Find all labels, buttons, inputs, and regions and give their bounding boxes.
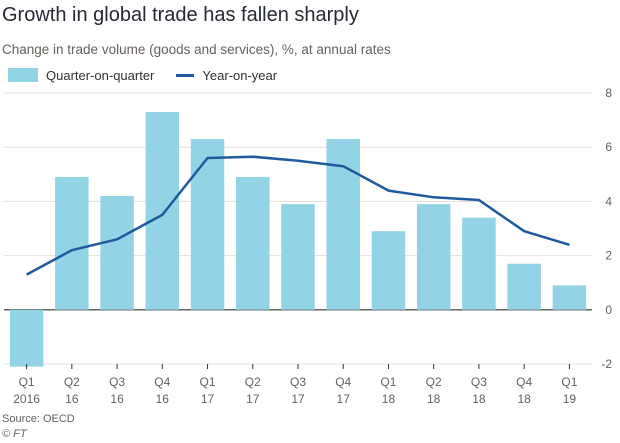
bar-quarter-on-quarter [145,111,180,310]
y-tick-label: -2 [601,357,612,371]
y-tick-label: 2 [605,249,612,263]
x-tick-label-year: 17 [201,392,215,406]
bar-quarter-on-quarter [507,263,541,310]
bar-quarter-on-quarter [281,204,315,310]
x-tick-label-year: 17 [337,392,351,406]
x-tick-label-quarter: Q1 [380,375,396,389]
x-tick-label-year: 17 [291,392,305,406]
bar-quarter-on-quarter [462,217,496,310]
chart-subtitle: Change in trade volume (goods and servic… [2,42,391,57]
x-tick-label-quarter: Q3 [290,375,306,389]
x-tick-label-year: 2016 [13,392,40,406]
bar-quarter-on-quarter [55,177,89,310]
legend: Quarter-on-quarter Year-on-year [8,66,277,84]
x-tick-label-quarter: Q3 [109,375,125,389]
x-tick-label-year: 18 [517,392,531,406]
x-tick-label-year: 16 [110,392,124,406]
bar-quarter-on-quarter [416,204,451,310]
legend-swatch-year-on-year [176,73,195,77]
x-tick-label-year: 18 [382,392,396,406]
x-tick-label-quarter: Q1 [561,375,577,389]
x-tick-label-year: 18 [427,392,441,406]
legend-label-quarter-on-quarter: Quarter-on-quarter [46,67,155,83]
line-year-on-year [26,155,570,276]
x-tick-label-year: 19 [563,392,577,406]
bar-quarter-on-quarter [100,195,134,310]
x-tick-label-year: 16 [156,392,170,406]
x-tick-label-quarter: Q4 [335,375,351,389]
y-tick-label: 4 [605,194,612,208]
bar-quarter-on-quarter [552,285,587,310]
x-tick-label-quarter: Q2 [245,375,261,389]
x-tick-label-year: 16 [65,392,79,406]
y-tick-label: 6 [605,140,612,154]
x-tick-label-quarter: Q4 [516,375,532,389]
x-tick-label-quarter: Q2 [426,375,442,389]
y-tick-label: 0 [605,303,612,317]
chart-title: Growth in global trade has fallen sharpl… [2,4,359,26]
chart-plot: -2 0 2 4 6 8 Q1 2016 Q2 16 Q3 16 Q4 16 Q1 17 Q2 17 Q3 17 Q4 1… [4,86,612,406]
bar-quarter-on-quarter [190,139,225,310]
legend-swatch-quarter-on-quarter [8,68,38,82]
bar-quarter-on-quarter [236,177,270,310]
legend-label-year-on-year: Year-on-year [202,67,278,83]
bar-quarter-on-quarter [371,231,406,310]
x-tick-label-quarter: Q1 [200,375,216,389]
y-tick-label: 8 [605,86,612,100]
x-tick-label-quarter: Q4 [154,375,170,389]
ft-credit: © FT [2,428,27,440]
x-tick-label-quarter: Q1 [19,375,35,389]
x-tick-label-quarter: Q3 [471,375,487,389]
x-tick-label-quarter: Q2 [64,375,80,389]
x-tick-label-year: 17 [246,392,260,406]
source-note: Source: OECD [2,413,75,425]
x-tick-label-year: 18 [472,392,486,406]
bar-quarter-on-quarter [9,309,44,367]
